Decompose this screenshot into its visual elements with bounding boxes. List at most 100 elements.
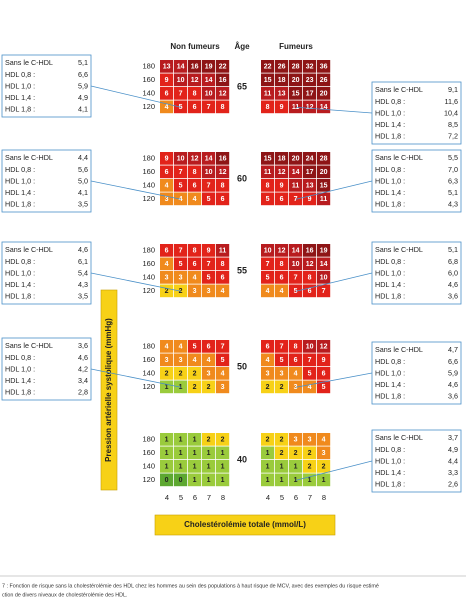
risk-cell	[261, 73, 275, 87]
risk-value: 2	[207, 384, 211, 391]
risk-value: 14	[292, 248, 300, 255]
risk-value: 11	[264, 91, 272, 98]
risk-value: 1	[266, 477, 270, 484]
risk-cell	[202, 152, 216, 165]
risk-value: 36	[320, 64, 328, 71]
hdl-value: 4,6	[78, 353, 88, 362]
risk-cell	[289, 460, 303, 473]
risk-cell	[174, 340, 188, 353]
hdl-label: HDL 1,8 :	[5, 291, 35, 300]
risk-cell	[317, 165, 331, 179]
hdl-value: 9,1	[448, 85, 458, 94]
hdl-label: Sans le C-HDL	[375, 345, 423, 354]
hdl-label: HDL 1,0 :	[5, 364, 35, 373]
risk-cell	[261, 100, 275, 114]
non-smokers-header: Non fumeurs	[170, 42, 220, 51]
risk-value: 2	[266, 437, 270, 444]
hdl-value: 4,9	[78, 93, 88, 102]
risk-cell	[317, 367, 331, 380]
risk-value: 9	[207, 248, 211, 255]
hdl-box	[371, 149, 462, 213]
risk-value: 15	[264, 156, 272, 163]
connector	[90, 85, 182, 108]
risk-cell	[261, 473, 275, 487]
risk-value: 1	[280, 477, 284, 484]
hdl-value: 4,6	[78, 245, 88, 254]
risk-value: 5	[179, 261, 183, 268]
risk-cell	[317, 179, 331, 192]
chol-label: 8	[221, 493, 225, 502]
risk-cell	[317, 192, 331, 206]
risk-cell	[160, 367, 174, 380]
risk-value: 8	[221, 183, 225, 190]
risk-cell	[188, 380, 202, 394]
risk-value: 3	[308, 437, 312, 444]
risk-value: 4	[165, 344, 169, 351]
risk-value: 12	[320, 344, 328, 351]
age-label: 40	[237, 454, 247, 464]
risk-value: 12	[219, 169, 227, 176]
risk-cell	[275, 367, 289, 380]
risk-value: 7	[294, 196, 298, 203]
bp-label: 120	[142, 286, 155, 295]
bp-label: 140	[142, 369, 155, 378]
hdl-label: HDL 1,4 :	[5, 280, 35, 289]
risk-cell	[216, 433, 230, 446]
risk-value: 4	[207, 357, 211, 364]
risk-cell	[275, 460, 289, 473]
risk-value: 5	[308, 371, 312, 378]
risk-cell	[160, 257, 174, 271]
risk-value: 19	[320, 248, 328, 255]
risk-value: 13	[306, 183, 314, 190]
risk-value: 3	[165, 275, 169, 282]
risk-value: 15	[292, 91, 300, 98]
hdl-label: HDL 0,8 :	[375, 445, 405, 454]
hdl-label: HDL 0,8 :	[375, 165, 405, 174]
hdl-label: Sans le C-HDL	[375, 245, 423, 254]
risk-cell	[289, 433, 303, 446]
risk-cell	[188, 87, 202, 100]
risk-cell	[174, 60, 188, 73]
risk-value: 13	[163, 64, 171, 71]
risk-cell	[160, 152, 174, 165]
risk-value: 1	[308, 477, 312, 484]
risk-value: 4	[193, 196, 197, 203]
risk-cell	[202, 244, 216, 257]
risk-value: 2	[221, 437, 225, 444]
risk-value: 5	[179, 183, 183, 190]
risk-value: 6	[221, 196, 225, 203]
hdl-value: 5,9	[448, 368, 458, 377]
risk-cell	[188, 244, 202, 257]
age-label: 55	[237, 265, 247, 275]
risk-cell	[303, 179, 317, 192]
risk-cell	[216, 165, 230, 179]
risk-cell	[160, 446, 174, 460]
risk-cell	[317, 446, 331, 460]
connector	[295, 106, 373, 114]
risk-cell	[289, 152, 303, 165]
risk-value: 17	[306, 169, 314, 176]
age-label: 50	[237, 361, 247, 371]
hdl-value: 3,6	[448, 291, 458, 300]
bp-label: 140	[142, 462, 155, 471]
risk-cell	[261, 192, 275, 206]
hdl-value: 4,1	[78, 104, 88, 113]
risk-cell	[188, 192, 202, 206]
risk-value: 6	[221, 275, 225, 282]
risk-value: 22	[264, 64, 272, 71]
x-axis-label: Cholestérolémie totale (mmol/L)	[184, 520, 306, 529]
hdl-value: 6,3	[448, 176, 458, 185]
risk-value: 0	[179, 477, 183, 484]
risk-cell	[303, 284, 317, 298]
risk-value: 8	[266, 104, 270, 111]
risk-value: 8	[308, 275, 312, 282]
risk-value: 8	[266, 183, 270, 190]
risk-cell	[303, 340, 317, 353]
risk-cell	[317, 433, 331, 446]
hdl-label: HDL 1,8 :	[375, 199, 405, 208]
risk-cell	[317, 271, 331, 284]
risk-value: 3	[294, 384, 298, 391]
risk-value: 1	[193, 477, 197, 484]
risk-value: 11	[320, 196, 328, 203]
bp-label: 160	[142, 259, 155, 268]
